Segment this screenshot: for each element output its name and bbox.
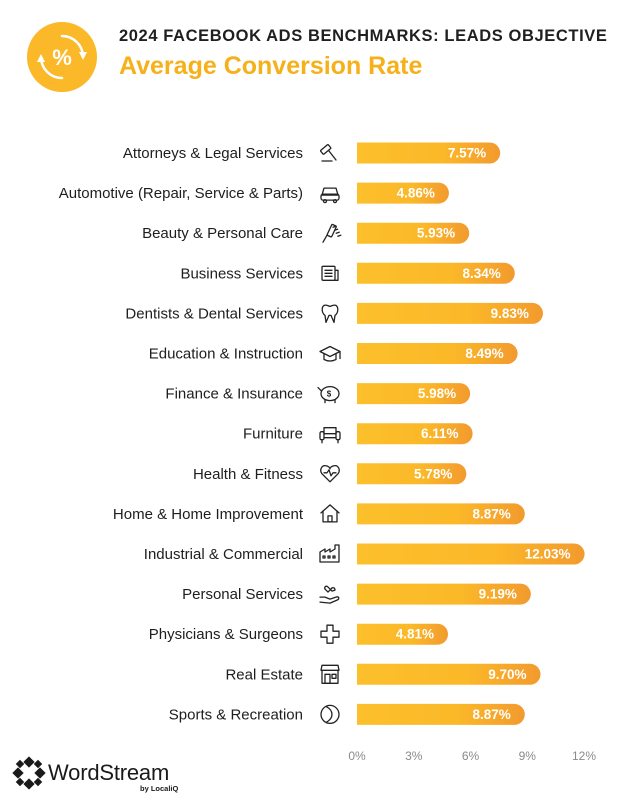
bar-value-label: 8.34%: [462, 266, 500, 281]
category-label: Home & Home Improvement: [113, 506, 304, 523]
svg-text:$: $: [327, 390, 332, 399]
bar: [357, 182, 449, 204]
bar-value-label: 5.93%: [417, 226, 455, 241]
chart-title: 2024 FACEBOOK ADS BENCHMARKS: LEADS OBJE…: [119, 27, 608, 45]
bar-value-label: 6.11%: [421, 426, 459, 441]
bar-value-label: 9.83%: [491, 306, 529, 321]
bar: [357, 262, 515, 284]
bar-value-label: 4.81%: [396, 627, 434, 642]
bar: [357, 463, 467, 485]
chart-subtitle: Average Conversion Rate: [119, 52, 423, 80]
bar-value-label: 8.49%: [465, 346, 503, 361]
bar-value-label: 7.57%: [448, 146, 486, 161]
category-label: Physicians & Surgeons: [149, 626, 303, 643]
heart-pulse-icon: [320, 465, 340, 483]
wordstream-logo-icon: [12, 756, 46, 795]
percent-badge-icon: %: [27, 22, 97, 92]
car-icon: [320, 187, 340, 204]
bar: [357, 623, 448, 645]
x-tick-label: 3%: [405, 749, 423, 763]
bar: [357, 343, 518, 364]
category-label: Education & Instruction: [149, 346, 303, 363]
bar-value-label: 4.86%: [397, 186, 435, 201]
medical-cross-icon: [320, 624, 340, 644]
bar-value-label: 8.87%: [473, 506, 511, 521]
bar: [357, 423, 473, 445]
newspaper-icon: [321, 265, 339, 281]
category-label: Automotive (Repair, Service & Parts): [59, 185, 303, 202]
bar: [357, 703, 525, 725]
bar: [357, 383, 471, 405]
bar-value-label: 12.03%: [525, 547, 571, 562]
bar-value-label: 9.70%: [488, 667, 526, 682]
bar: [357, 663, 541, 685]
brand-sub: by LocaliQ: [140, 784, 179, 793]
piggy-bank-icon: $: [317, 385, 340, 404]
x-tick-label: 0%: [348, 749, 366, 763]
category-label: Sports & Recreation: [169, 706, 303, 723]
bar: [357, 543, 585, 565]
category-label: Attorneys & Legal Services: [123, 145, 303, 162]
brand-name: WordStream: [48, 760, 170, 785]
hand-heart-icon: [319, 585, 340, 604]
comb-icon: [322, 223, 342, 243]
gavel-icon: [320, 144, 337, 162]
bar: [357, 222, 470, 244]
category-label: Furniture: [243, 426, 303, 443]
armchair-icon: [319, 427, 341, 444]
category-label: Personal Services: [182, 586, 303, 603]
category-label: Health & Fitness: [193, 466, 303, 483]
ball-icon: [320, 704, 340, 725]
storefront-icon: [320, 664, 340, 684]
bar: [357, 302, 543, 324]
badge-symbol: %: [52, 45, 72, 70]
bar-value-label: 9.19%: [479, 587, 517, 602]
bar-value-label: 5.78%: [414, 466, 452, 481]
bar-value-label: 5.98%: [418, 386, 456, 401]
category-label: Dentists & Dental Services: [125, 305, 303, 322]
house-icon: [320, 504, 340, 523]
category-label: Real Estate: [225, 666, 303, 683]
category-label: Beauty & Personal Care: [142, 225, 303, 242]
category-label: Finance & Insurance: [165, 386, 303, 403]
x-tick-label: 9%: [519, 749, 537, 763]
x-tick-label: 6%: [462, 749, 480, 763]
bar: [357, 583, 531, 605]
bar-value-label: 8.87%: [473, 707, 511, 722]
bar: [357, 503, 525, 525]
tooth-icon: [321, 304, 339, 324]
x-tick-label: 12%: [572, 749, 596, 763]
category-label: Industrial & Commercial: [144, 546, 303, 563]
bar: [357, 142, 501, 164]
factory-icon: [319, 544, 340, 563]
category-label: Business Services: [180, 265, 303, 282]
graduation-cap-icon: [319, 345, 341, 362]
